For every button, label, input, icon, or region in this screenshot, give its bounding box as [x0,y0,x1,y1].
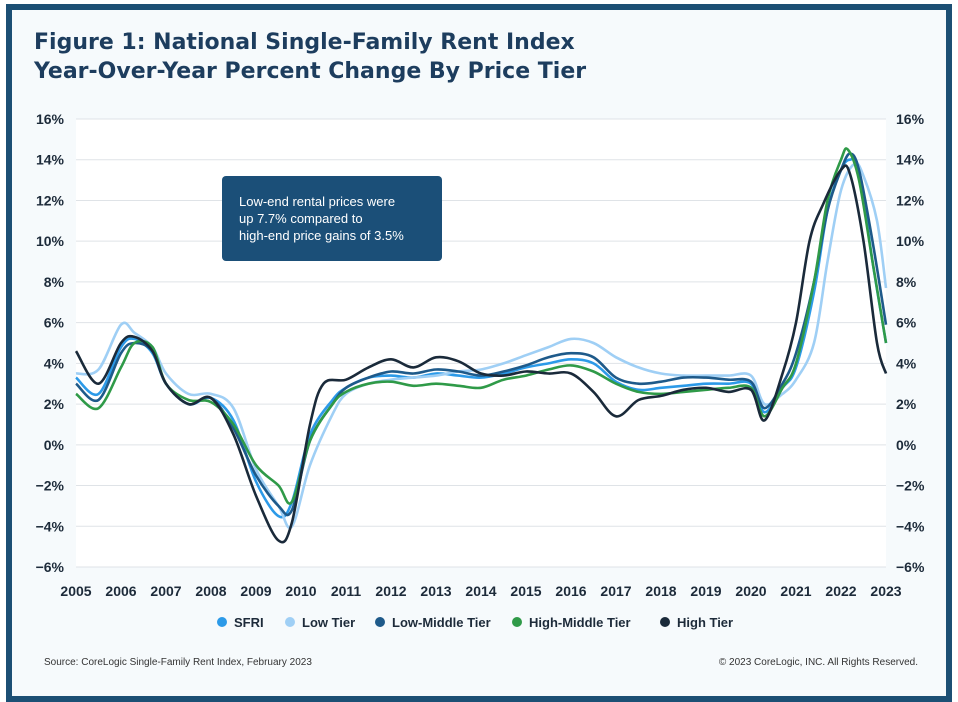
y-tick-label-left: −6% [36,559,65,575]
y-axis-right: −6% −4% −2% 0% 2% 4% 6% 8% 10% 12% 14% 16% [896,111,925,575]
x-tick-label: 2017 [600,583,631,599]
y-tick-label-right: 10% [896,233,925,249]
x-tick-label: 2009 [240,583,271,599]
y-tick-label-left: 14% [36,152,65,168]
annotation-line-3: high-end price gains of 3.5% [239,228,404,243]
y-tick-label-right: 12% [896,192,925,208]
x-tick-label: 2021 [780,583,811,599]
y-tick-label-left: −4% [36,518,65,534]
x-tick-label: 2012 [375,583,406,599]
legend-marker-low-middle-tier [375,617,385,627]
x-axis: 2005 2006 2007 2008 2009 2010 2011 2012 2013 2014… [60,583,901,599]
x-tick-label: 2020 [735,583,766,599]
legend-marker-low-tier [285,617,295,627]
y-tick-label-right: 4% [896,355,917,371]
y-tick-label-right: −6% [896,559,925,575]
y-tick-label-left: −2% [36,478,65,494]
x-tick-label: 2018 [645,583,676,599]
y-tick-label-left: 10% [36,233,65,249]
legend-label-sfri: SFRI [234,615,264,630]
legend-label-low-tier: Low Tier [302,615,355,630]
y-tick-label-left: 4% [44,355,65,371]
y-tick-label-right: −4% [896,518,925,534]
x-tick-label: 2007 [150,583,181,599]
y-tick-label-right: −2% [896,478,925,494]
annotation-line-1: Low-end rental prices were [239,194,396,209]
x-tick-label: 2006 [105,583,136,599]
x-tick-label: 2014 [465,583,496,599]
chart-title-line-1: Figure 1: National Single-Family Rent In… [34,30,575,55]
x-tick-label: 2023 [870,583,901,599]
source-note: Source: CoreLogic Single-Family Rent Ind… [44,657,312,668]
y-tick-label-right: 14% [896,152,925,168]
x-tick-label: 2022 [825,583,856,599]
y-tick-label-left: 16% [36,111,65,127]
chart-title: Figure 1: National Single-Family Rent In… [34,28,586,86]
y-tick-label-left: 0% [44,437,65,453]
legend-marker-high-tier [660,617,670,627]
x-tick-label: 2010 [285,583,316,599]
x-tick-label: 2011 [331,583,362,599]
series-line-high-middle-tier [75,147,888,505]
x-tick-label: 2015 [510,583,541,599]
legend-label-high-tier: High Tier [677,615,733,630]
x-tick-label: 2005 [60,583,91,599]
y-tick-label-left: 12% [36,192,65,208]
annotation-line-2: up 7.7% compared to [239,211,363,226]
x-tick-label: 2016 [555,583,586,599]
gridlines [76,118,886,568]
x-tick-label: 2013 [420,583,451,599]
legend-marker-high-middle-tier [512,617,522,627]
y-tick-label-right: 8% [896,274,917,290]
y-tick-label-right: 2% [896,396,917,412]
y-tick-label-right: 16% [896,111,925,127]
y-tick-label-left: 8% [44,274,65,290]
series-line-low-tier [75,161,888,530]
y-tick-label-left: 2% [44,396,65,412]
series-line-high-tier [74,164,888,544]
legend-label-high-middle-tier: High-Middle Tier [529,615,631,630]
legend-marker-sfri [217,617,227,627]
annotation-callout: Low-end rental prices were up 7.7% compa… [222,176,442,261]
y-tick-label-right: 0% [896,437,917,453]
y-axis-left: −6% −4% −2% 0% 2% 4% 6% 8% 10% 12% 14% 16% [36,111,65,575]
chart-title-line-2: Year-Over-Year Percent Change By Price T… [34,59,587,84]
legend-label-low-middle-tier: Low-Middle Tier [392,615,491,630]
copyright-note: © 2023 CoreLogic, INC. All Rights Reserv… [718,657,918,668]
y-tick-label-right: 6% [896,315,917,331]
series-lines [74,147,888,544]
plot-background [76,119,886,567]
plot-area [76,119,886,567]
x-tick-label: 2008 [195,583,226,599]
y-tick-label-left: 6% [44,315,65,331]
legend: SFRI Low Tier Low-Middle Tier High-Middle T… [217,615,733,630]
x-tick-label: 2019 [690,583,721,599]
